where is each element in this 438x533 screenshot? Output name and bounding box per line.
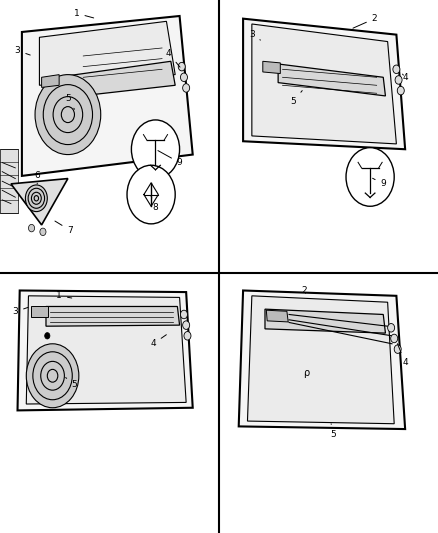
Circle shape (45, 333, 50, 339)
Polygon shape (57, 61, 175, 99)
Polygon shape (39, 21, 175, 85)
Circle shape (178, 62, 185, 71)
Text: 4: 4 (166, 49, 180, 67)
Polygon shape (26, 296, 186, 404)
Circle shape (131, 120, 180, 179)
Text: ρ: ρ (304, 368, 310, 378)
Polygon shape (252, 24, 396, 144)
Circle shape (395, 76, 402, 84)
Text: 4: 4 (397, 344, 408, 367)
Text: 3: 3 (12, 308, 28, 316)
Polygon shape (42, 75, 59, 87)
Polygon shape (263, 61, 280, 74)
Polygon shape (278, 64, 385, 96)
Circle shape (40, 228, 46, 236)
Text: 1: 1 (74, 9, 94, 18)
Text: 5: 5 (290, 91, 302, 106)
Polygon shape (265, 309, 385, 333)
Text: 2: 2 (302, 286, 307, 295)
Text: 9: 9 (158, 151, 183, 167)
Text: 3: 3 (14, 46, 30, 55)
Polygon shape (0, 149, 18, 213)
Polygon shape (243, 19, 405, 149)
Circle shape (346, 148, 394, 206)
Text: 3: 3 (249, 30, 261, 40)
Circle shape (397, 86, 404, 95)
Polygon shape (239, 290, 405, 429)
Text: 5: 5 (330, 424, 336, 439)
Circle shape (127, 165, 175, 224)
Text: 5: 5 (65, 94, 74, 109)
Circle shape (391, 334, 398, 343)
Polygon shape (22, 16, 193, 176)
Polygon shape (247, 296, 394, 424)
Circle shape (393, 65, 400, 74)
Text: 7: 7 (55, 221, 73, 235)
Circle shape (28, 224, 35, 232)
Text: 4: 4 (403, 73, 408, 82)
Text: 1: 1 (56, 292, 72, 300)
Circle shape (26, 344, 79, 408)
Text: 2: 2 (353, 14, 377, 28)
Polygon shape (18, 290, 193, 410)
Text: 9: 9 (373, 178, 386, 188)
Text: 6: 6 (34, 172, 40, 184)
Circle shape (388, 324, 395, 332)
Text: 8: 8 (151, 196, 159, 212)
Circle shape (394, 345, 401, 353)
Polygon shape (11, 179, 68, 225)
Polygon shape (266, 310, 288, 322)
Text: 4: 4 (151, 335, 166, 348)
Polygon shape (46, 306, 180, 326)
Circle shape (180, 73, 187, 82)
Circle shape (35, 75, 101, 155)
Circle shape (183, 321, 190, 329)
Text: 5: 5 (66, 377, 78, 389)
Polygon shape (31, 306, 48, 317)
Circle shape (180, 310, 187, 319)
Circle shape (184, 332, 191, 340)
Circle shape (25, 185, 47, 212)
Circle shape (183, 84, 190, 92)
